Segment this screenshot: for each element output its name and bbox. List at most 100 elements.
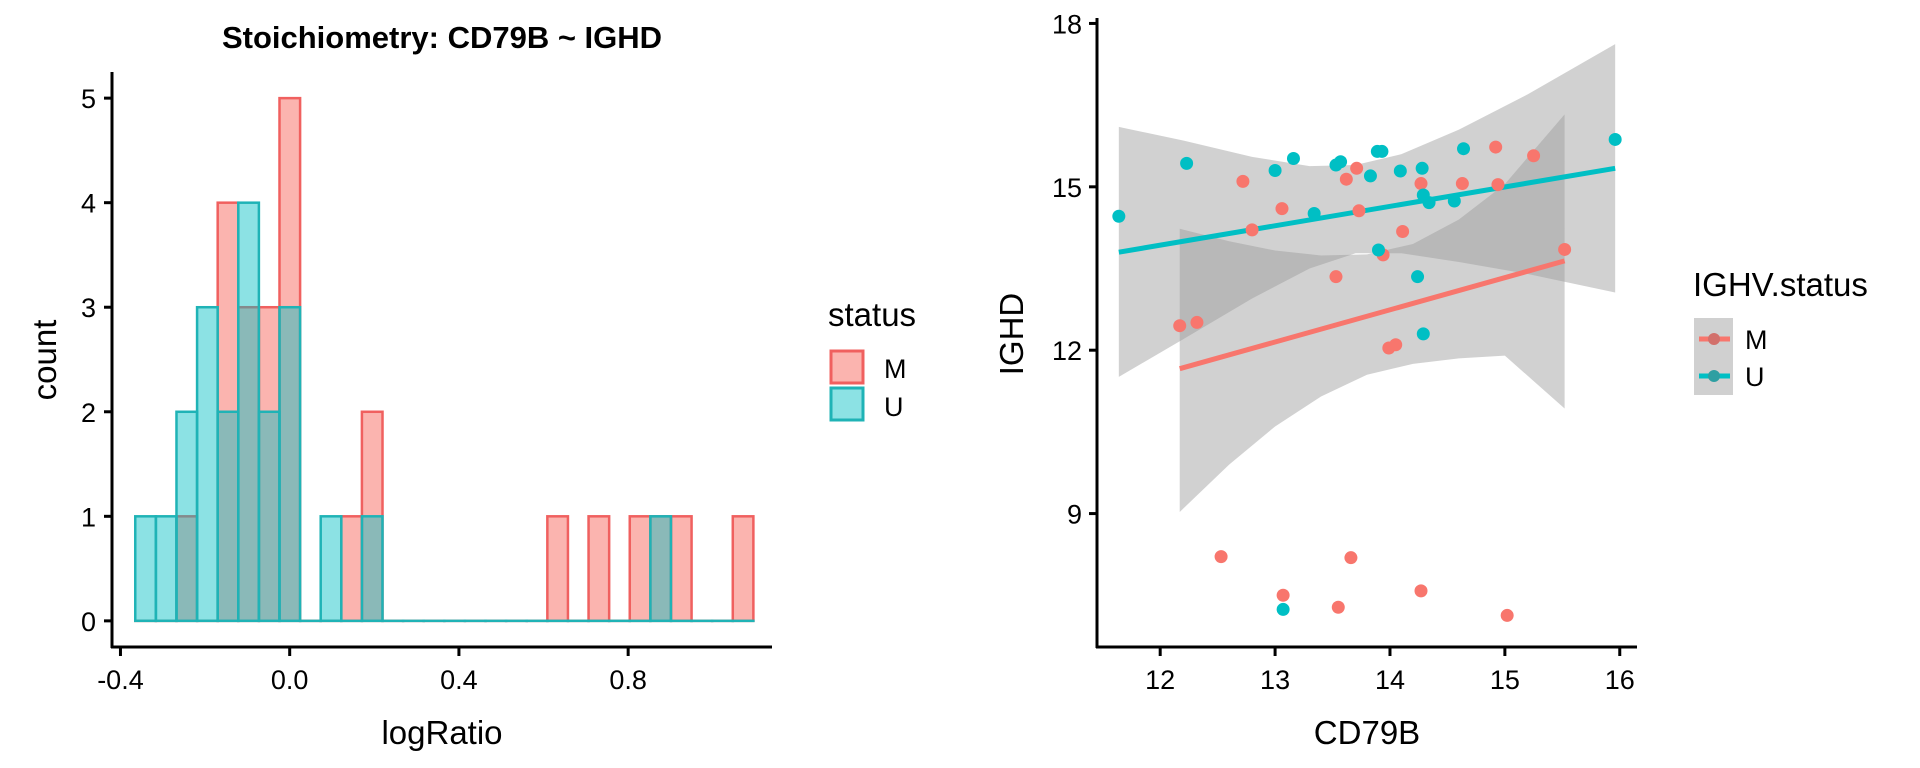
legend-label-M: M xyxy=(884,354,907,384)
histogram-bar-U xyxy=(154,515,178,623)
x-tick-label: 16 xyxy=(1605,665,1635,695)
scatter-point-U xyxy=(1375,144,1389,158)
histogram-bar-M xyxy=(587,515,611,623)
scatter-point-M xyxy=(1414,584,1428,598)
scatter-point-U xyxy=(1112,209,1126,223)
confidence-bands xyxy=(1118,44,1616,512)
scatter-point-U xyxy=(1415,161,1429,175)
legend-point-U xyxy=(1708,370,1720,382)
scatter-point-M xyxy=(1236,174,1250,188)
histogram-legend-item-U: U xyxy=(829,386,904,422)
scatter-point-M xyxy=(1558,242,1572,256)
y-tick-label: 18 xyxy=(1052,9,1082,39)
histogram-bar-U xyxy=(278,305,302,623)
histogram-y-axis-title: count xyxy=(26,320,63,401)
scatter-point-M xyxy=(1276,588,1290,602)
y-tick-label: 0 xyxy=(81,607,96,637)
y-tick-label: 5 xyxy=(81,84,96,114)
regression-line-U xyxy=(1118,165,1616,255)
scatter-point-M xyxy=(1329,270,1343,284)
regression-lines xyxy=(1118,165,1616,372)
histogram-bar-M xyxy=(628,515,652,623)
y-tick-label: 15 xyxy=(1052,173,1082,203)
scatter-point-M xyxy=(1173,319,1187,333)
scatter-point-U xyxy=(1411,270,1425,284)
scatter-legend-title: IGHV.status xyxy=(1693,266,1868,303)
histogram-x-ticks: -0.4 0.0 0.4 0.8 xyxy=(97,647,647,695)
histogram-bar-U xyxy=(360,515,384,623)
histogram-bar-U xyxy=(175,410,199,623)
scatter-point-M xyxy=(1389,338,1403,352)
x-tick-label: 13 xyxy=(1260,665,1290,695)
regression-line-M xyxy=(1179,258,1566,372)
histogram-legend-title: status xyxy=(828,296,916,333)
scatter-point-M xyxy=(1396,224,1410,238)
scatter-point-M xyxy=(1331,600,1345,614)
scatter-panel: 9 12 15 18 12 13 14 15 16 CD79B IGHD IGHV.statu… xyxy=(993,9,1868,751)
scatter-points xyxy=(1112,132,1622,622)
y-tick-label: 12 xyxy=(1052,336,1082,366)
scatter-y-axis-title: IGHD xyxy=(993,293,1030,376)
scatter-point-M xyxy=(1344,551,1358,565)
scatter-point-M xyxy=(1214,550,1228,564)
histogram-bar-M xyxy=(669,515,693,623)
y-tick-label: 1 xyxy=(81,502,96,532)
histogram-bar-U xyxy=(195,305,219,623)
histogram-bar-U xyxy=(319,515,343,623)
scatter-point-U xyxy=(1276,602,1290,616)
scatter-point-M xyxy=(1527,149,1541,163)
scatter-point-U xyxy=(1180,156,1194,170)
scatter-point-U xyxy=(1286,152,1300,166)
x-tick-label: -0.4 xyxy=(97,665,144,695)
legend-label-U: U xyxy=(884,392,904,422)
y-tick-label: 4 xyxy=(81,189,96,219)
x-tick-label: 0.8 xyxy=(609,665,647,695)
histogram-legend-item-M: M xyxy=(829,349,907,385)
scatter-point-M xyxy=(1489,140,1503,154)
scatter-y-ticks: 9 12 15 18 xyxy=(1052,9,1097,530)
y-tick-label: 9 xyxy=(1067,500,1082,530)
scatter-point-U xyxy=(1416,327,1430,341)
legend-point-M xyxy=(1708,333,1720,345)
histogram-title: Stoichiometry: CD79B ~ IGHD xyxy=(222,20,662,55)
scatter-x-ticks: 12 13 14 15 16 xyxy=(1145,647,1635,695)
scatter-point-M xyxy=(1350,161,1364,175)
histogram-x-axis-title: logRatio xyxy=(381,714,502,751)
scatter-point-M xyxy=(1491,178,1505,192)
scatter-point-U xyxy=(1268,163,1282,177)
scatter-point-U xyxy=(1307,207,1321,221)
scatter-point-M xyxy=(1339,172,1353,186)
y-tick-label: 2 xyxy=(81,398,96,428)
scatter-legend: IGHV.status M U xyxy=(1693,266,1868,395)
x-tick-label: 15 xyxy=(1490,665,1520,695)
scatter-point-U xyxy=(1363,169,1377,183)
legend-label-U: U xyxy=(1745,362,1765,392)
histogram-bar-M xyxy=(731,515,755,623)
histogram-bar-M xyxy=(546,515,570,623)
histogram-bars-U xyxy=(134,201,755,623)
scatter-x-axis-title: CD79B xyxy=(1314,714,1420,751)
legend-label-M: M xyxy=(1745,325,1768,355)
scatter-point-M xyxy=(1275,202,1289,216)
scatter-point-M xyxy=(1455,177,1469,191)
scatter-point-U xyxy=(1422,196,1436,210)
legend-swatch-M xyxy=(829,349,865,385)
scatter-point-U xyxy=(1608,132,1622,146)
legend-swatch-U xyxy=(829,386,865,422)
scatter-point-M xyxy=(1245,223,1259,237)
scatter-point-U xyxy=(1371,243,1385,257)
scatter-point-U xyxy=(1447,194,1461,208)
histogram-bar-U xyxy=(649,515,673,623)
histogram-y-ticks: 0 1 2 3 4 5 xyxy=(81,84,112,637)
x-tick-label: 0.0 xyxy=(271,665,309,695)
x-tick-label: 14 xyxy=(1375,665,1405,695)
x-tick-label: 0.4 xyxy=(440,665,478,695)
histogram-bar-U xyxy=(134,515,158,623)
scatter-point-U xyxy=(1334,155,1348,169)
scatter-point-U xyxy=(1393,164,1407,178)
scatter-point-U xyxy=(1457,142,1471,156)
histogram-bar-U xyxy=(237,201,261,623)
histogram-bar-U xyxy=(216,410,240,623)
scatter-legend-item-M: M xyxy=(1699,325,1768,355)
